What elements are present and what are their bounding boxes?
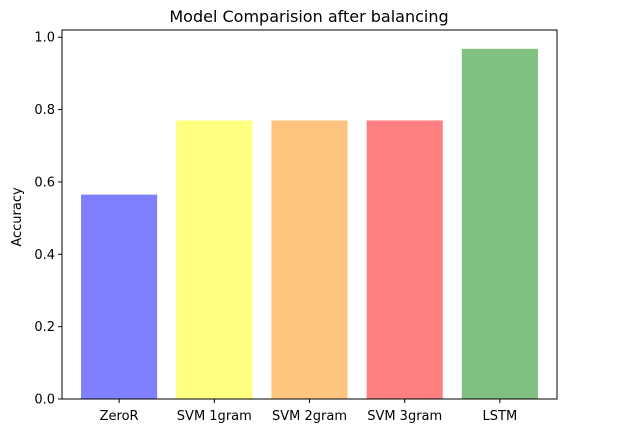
y-tick-label: 0.0	[34, 393, 55, 408]
bar-svm-1gram	[176, 120, 253, 399]
x-tick-label: LSTM	[483, 409, 518, 424]
bar-svm-2gram	[271, 120, 348, 399]
x-tick-label: SVM 1gram	[177, 409, 252, 424]
y-tick-label: 1.0	[34, 31, 55, 46]
y-ticks-group: 0.0 0.2 0.4 0.6 0.8 1.0	[34, 31, 62, 408]
bar-zeror	[81, 194, 158, 399]
y-tick-label: 0.4	[34, 248, 55, 263]
x-tick-label: SVM 2gram	[272, 409, 347, 424]
x-tick-label: ZeroR	[100, 409, 139, 424]
bar-lstm	[461, 48, 538, 400]
x-ticks-group: ZeroR SVM 1gram SVM 2gram SVM 3gram LSTM	[100, 399, 518, 424]
y-tick-label: 0.8	[34, 103, 55, 118]
plot-frame	[61, 29, 558, 400]
bar-svm-3gram	[366, 120, 443, 399]
y-tick-label: 0.6	[34, 175, 55, 190]
bars-group	[81, 48, 538, 400]
y-axis-label: Accuracy	[10, 187, 25, 247]
x-tick-label: SVM 3gram	[367, 409, 442, 424]
y-tick-label: 0.2	[34, 320, 55, 335]
chart-title: Model Comparision after balancing	[169, 7, 448, 26]
